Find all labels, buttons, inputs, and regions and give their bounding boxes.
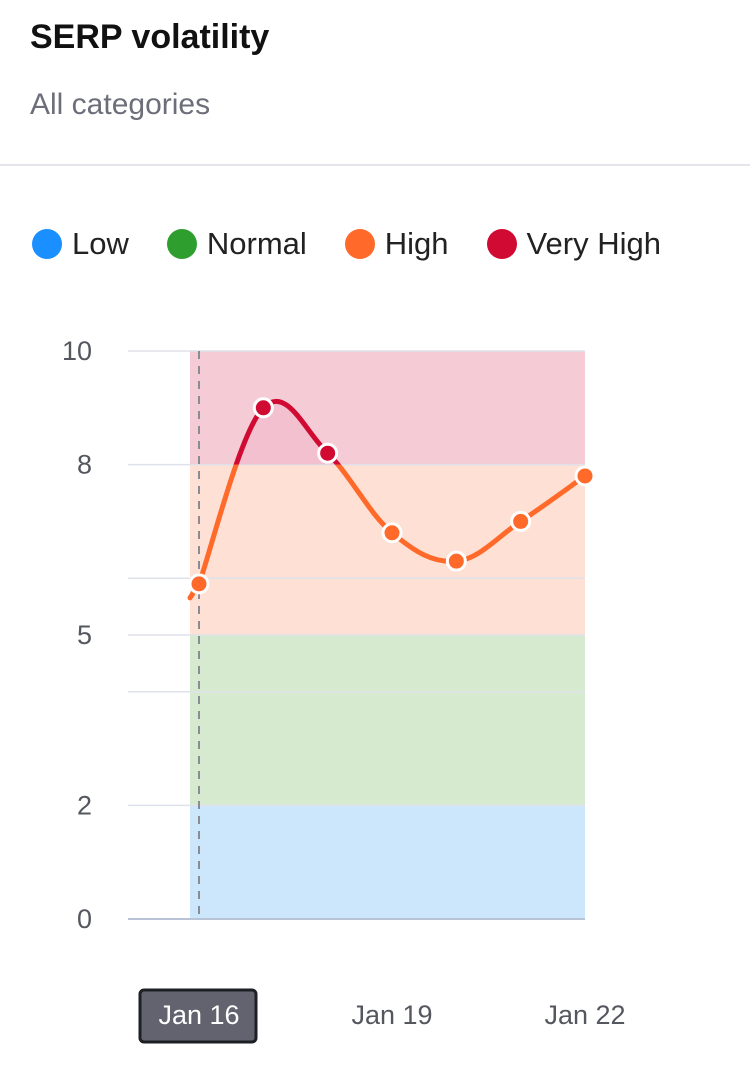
y-tick-label: 0	[77, 904, 92, 934]
band-low	[190, 805, 585, 919]
legend-dot-normal	[166, 229, 197, 259]
legend-label-low: Low	[72, 226, 129, 261]
data-point	[510, 510, 532, 532]
selected-x-label-box	[138, 988, 258, 1044]
legend-dot-high	[344, 229, 375, 259]
x-tick-label: Jan 22	[544, 1000, 625, 1030]
x-tick-label: Jan 16	[158, 1000, 239, 1030]
legend-label-normal: Normal	[206, 226, 307, 261]
legend-item-very-high[interactable]: Very High	[486, 226, 661, 262]
very-high-area	[190, 401, 585, 465]
legend-item-low[interactable]: Low	[32, 226, 129, 262]
x-tick-label: Jan 19	[351, 1000, 432, 1030]
data-point	[252, 397, 274, 419]
legend-label-very-high: Very High	[526, 226, 661, 261]
widget-subtitle: All categories	[30, 88, 211, 121]
y-tick-label: 8	[77, 450, 92, 480]
series-line-very-high	[233, 398, 342, 465]
legend-item-high[interactable]: High	[344, 226, 449, 262]
y-tick-label: 2	[77, 790, 92, 820]
widget-title: SERP volatility	[30, 18, 270, 56]
legend-item-normal[interactable]: Normal	[166, 226, 307, 262]
legend-label-high: High	[384, 226, 449, 261]
band-normal	[190, 635, 585, 806]
data-point	[574, 465, 596, 487]
band-high	[190, 464, 585, 635]
chart-legend: Low Normal High Very High	[32, 226, 661, 262]
data-point	[445, 550, 467, 572]
y-tick-label: 10	[62, 336, 92, 366]
legend-dot-low	[32, 229, 62, 259]
legend-dot-very-high	[486, 229, 517, 259]
header-divider	[0, 164, 750, 166]
data-point	[381, 522, 403, 544]
y-tick-label: 5	[77, 620, 92, 650]
data-point	[317, 442, 339, 464]
data-point	[188, 573, 210, 595]
